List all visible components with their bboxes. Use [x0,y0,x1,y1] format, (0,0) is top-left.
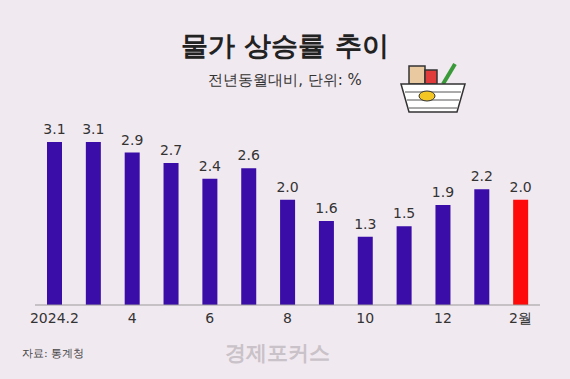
svg-text:4: 4 [128,310,137,326]
svg-text:2월: 2월 [509,310,532,326]
svg-text:3.1: 3.1 [43,121,65,137]
svg-text:2.7: 2.7 [160,142,182,158]
svg-text:1.9: 1.9 [432,184,454,200]
html-text:경제포커스: 경제포커스 [225,341,330,365]
svg-text:10: 10 [356,310,374,326]
svg-text:2.2: 2.2 [471,168,493,184]
svg-text:6: 6 [205,310,214,326]
svg-text:1.5: 1.5 [393,205,415,221]
html-text:자료: 통계청: 자료: 통계청 [22,347,85,360]
html-text:전년동월대비, 단위: %: 전년동월대비, 단위: % [208,71,362,89]
svg-text:2.9: 2.9 [121,132,143,148]
svg-text:3.1: 3.1 [82,121,104,137]
svg-text:1.6: 1.6 [315,200,337,216]
html-text:물가 상승률 추이: 물가 상승률 추이 [181,30,389,61]
svg-text:12: 12 [434,310,452,326]
svg-text:8: 8 [283,310,292,326]
svg-text:1.3: 1.3 [354,216,376,232]
svg-text:2.0: 2.0 [510,179,532,195]
svg-text:2.4: 2.4 [199,158,221,174]
svg-text:2024.2: 2024.2 [30,310,79,326]
svg-text:2.0: 2.0 [276,179,298,195]
svg-text:2.6: 2.6 [238,147,260,163]
